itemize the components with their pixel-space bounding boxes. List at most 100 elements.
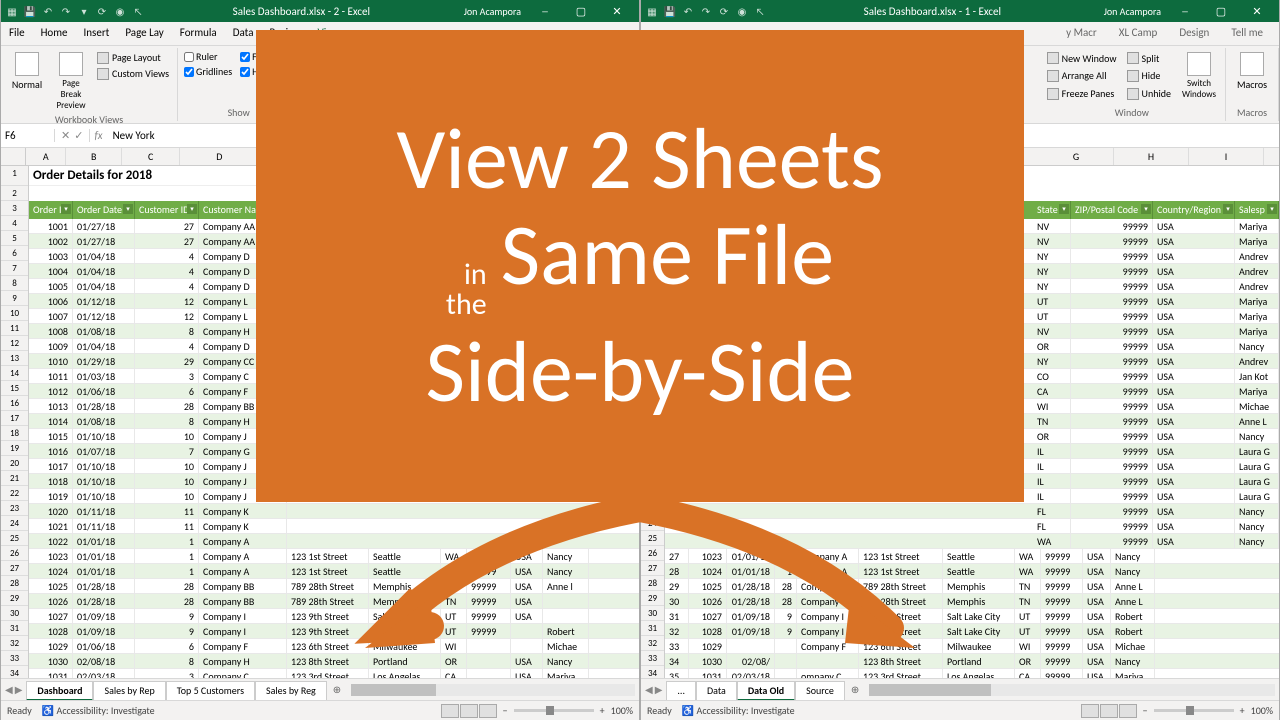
name-box[interactable]: F6 — [1, 129, 55, 142]
horizontal-scrollbar[interactable] — [869, 684, 1275, 696]
page-break-view-icon[interactable] — [1119, 704, 1137, 718]
row-header-1[interactable]: 1 — [1, 166, 28, 186]
filter-dropdown-icon[interactable]: ▾ — [1267, 204, 1277, 214]
column-header-D[interactable]: D — [180, 148, 259, 165]
row-header-16[interactable]: 16 — [1, 396, 28, 411]
undo-icon[interactable]: ↶ — [681, 4, 695, 18]
zoom-out-button[interactable]: − — [1143, 704, 1148, 717]
table-header-order-id[interactable]: Order ID▾ — [29, 201, 73, 219]
row-header-15[interactable]: 15 — [1, 381, 28, 396]
filter-dropdown-icon[interactable]: ▾ — [1059, 204, 1069, 214]
table-row[interactable]: 331029Company F123 6th StreetMilwaukeeWI… — [665, 639, 1279, 654]
table-row[interactable]: 102101/11/1811Company K — [29, 519, 639, 534]
zoom-level[interactable]: 100% — [611, 704, 633, 717]
column-header-G[interactable]: G — [1039, 148, 1114, 165]
redo-icon[interactable]: ↷ — [59, 4, 73, 18]
row-header-31[interactable]: 31 — [641, 621, 664, 636]
row-header-7[interactable]: 7 — [1, 261, 28, 276]
normal-view-icon[interactable] — [1081, 704, 1099, 718]
row-header-30[interactable]: 30 — [641, 606, 664, 621]
row-header-8[interactable]: 8 — [1, 276, 28, 291]
page-layout-view-icon[interactable] — [1100, 704, 1118, 718]
row-header-9[interactable]: 9 — [1, 291, 28, 306]
cursor-icon[interactable]: ↖ — [131, 4, 145, 18]
table-row[interactable]: 102901/06/186Company F123 6th StreetMilw… — [29, 639, 639, 654]
macros-button[interactable]: Macros — [1232, 50, 1272, 93]
row-header-33[interactable]: 33 — [1, 651, 28, 666]
table-row[interactable]: 102201/01/181Company A — [29, 534, 639, 549]
ribbon-tab-file[interactable]: File — [1, 22, 33, 45]
row-header-3[interactable]: 3 — [1, 201, 28, 216]
freeze-panes-button[interactable]: Freeze Panes — [1045, 85, 1119, 102]
split-button[interactable]: Split — [1125, 50, 1173, 67]
table-row[interactable]: 102401/01/181Company A123 1st StreetSeat… — [29, 564, 639, 579]
table-row[interactable]: FL99999USANancy — [665, 519, 1279, 534]
enter-icon[interactable]: ✓ — [74, 129, 83, 142]
table-header-country-region[interactable]: Country/Region▾ — [1153, 201, 1235, 219]
row-header-12[interactable]: 12 — [1, 336, 28, 351]
table-row[interactable]: 103002/08/188Company H123 8th StreetPort… — [29, 654, 639, 669]
qat-more-icon[interactable]: ▾ — [77, 4, 91, 18]
page-break-view-icon[interactable] — [479, 704, 497, 718]
column-header-H[interactable]: H — [1114, 148, 1189, 165]
hide-button[interactable]: Hide — [1125, 68, 1173, 85]
add-sheet-button[interactable]: ⊕ — [327, 681, 347, 698]
arrange-all-button[interactable]: Arrange All — [1045, 68, 1119, 85]
row-header-24[interactable]: 24 — [641, 516, 664, 531]
save-icon[interactable]: 💾 — [663, 4, 677, 18]
ribbon-tab-xl-camp[interactable]: XL Camp — [1111, 22, 1166, 45]
row-header-25[interactable]: 25 — [641, 531, 664, 546]
row-header-17[interactable]: 17 — [1, 411, 28, 426]
tab-prev-icon[interactable]: ◀ — [5, 683, 13, 696]
row-header-32[interactable]: 32 — [641, 636, 664, 651]
row-header-32[interactable]: 32 — [1, 636, 28, 651]
zoom-in-button[interactable]: + — [600, 704, 605, 717]
sheet-tab-sales-by-reg[interactable]: Sales by Reg — [255, 681, 327, 701]
unhide-button[interactable]: Unhide — [1125, 85, 1173, 102]
maximize-button[interactable]: ▢ — [563, 0, 599, 22]
table-row[interactable]: WA99999USANancy — [665, 534, 1279, 549]
user-info[interactable]: Jon Acampora — [1098, 5, 1167, 18]
table-row[interactable]: 28102401/01/181Company A123 1st StreetSe… — [665, 564, 1279, 579]
normal-view-icon[interactable] — [441, 704, 459, 718]
zoom-in-button[interactable]: + — [1240, 704, 1245, 717]
row-header-6[interactable]: 6 — [1, 246, 28, 261]
row-header-34[interactable]: 34 — [1, 666, 28, 678]
sheet-tab-sales-by-rep[interactable]: Sales by Rep — [93, 681, 165, 701]
select-all-corner[interactable] — [1, 148, 26, 165]
sheet-tab-data[interactable]: Data — [696, 681, 737, 701]
close-button[interactable]: ✕ — [599, 0, 635, 22]
checkbox-ruler[interactable]: Ruler — [184, 50, 232, 63]
table-row[interactable]: 102001/11/1811Company K — [29, 504, 639, 519]
row-header-29[interactable]: 29 — [641, 591, 664, 606]
table-row[interactable]: 102601/28/1828Company BB789 28th StreetM… — [29, 594, 639, 609]
filter-dropdown-icon[interactable]: ▾ — [123, 204, 133, 214]
zoom-out-button[interactable]: − — [503, 704, 508, 717]
zoom-level[interactable]: 100% — [1251, 704, 1273, 717]
sheet-tab----[interactable]: ... — [666, 681, 696, 701]
row-header-24[interactable]: 24 — [1, 516, 28, 531]
refresh-icon[interactable]: ⟳ — [95, 4, 109, 18]
table-header-state[interactable]: State▾ — [1033, 201, 1071, 219]
row-header-23[interactable]: 23 — [1, 501, 28, 516]
table-row[interactable]: 30102601/28/1828Company BB789 28th Stree… — [665, 594, 1279, 609]
row-header-23[interactable]: 23 — [641, 501, 664, 516]
ribbon-tab-home[interactable]: Home — [33, 22, 76, 45]
row-header-21[interactable]: 21 — [1, 471, 28, 486]
table-row[interactable]: 102801/09/189Company I123 9th StreetSalt… — [29, 624, 639, 639]
ribbon-tab-formula[interactable]: Formula — [172, 22, 225, 45]
ribbon-tab-insert[interactable]: Insert — [76, 22, 118, 45]
redo-icon[interactable]: ↷ — [699, 4, 713, 18]
ribbon-tab-design[interactable]: Design — [1171, 22, 1217, 45]
ribbon-tab-y-macr[interactable]: y Macr — [1058, 22, 1105, 45]
row-header-27[interactable]: 27 — [641, 561, 664, 576]
row-header-4[interactable]: 4 — [1, 216, 28, 231]
switch-windows-button[interactable]: Switch Windows — [1179, 50, 1219, 102]
zoom-slider[interactable] — [514, 709, 594, 712]
row-header-11[interactable]: 11 — [1, 321, 28, 336]
maximize-button[interactable]: ▢ — [1203, 0, 1239, 22]
row-header-33[interactable]: 33 — [641, 651, 664, 666]
filter-dropdown-icon[interactable]: ▾ — [1223, 204, 1233, 214]
sheet-tab-data-old[interactable]: Data Old — [737, 681, 795, 701]
page-layout-view-icon[interactable] — [460, 704, 478, 718]
